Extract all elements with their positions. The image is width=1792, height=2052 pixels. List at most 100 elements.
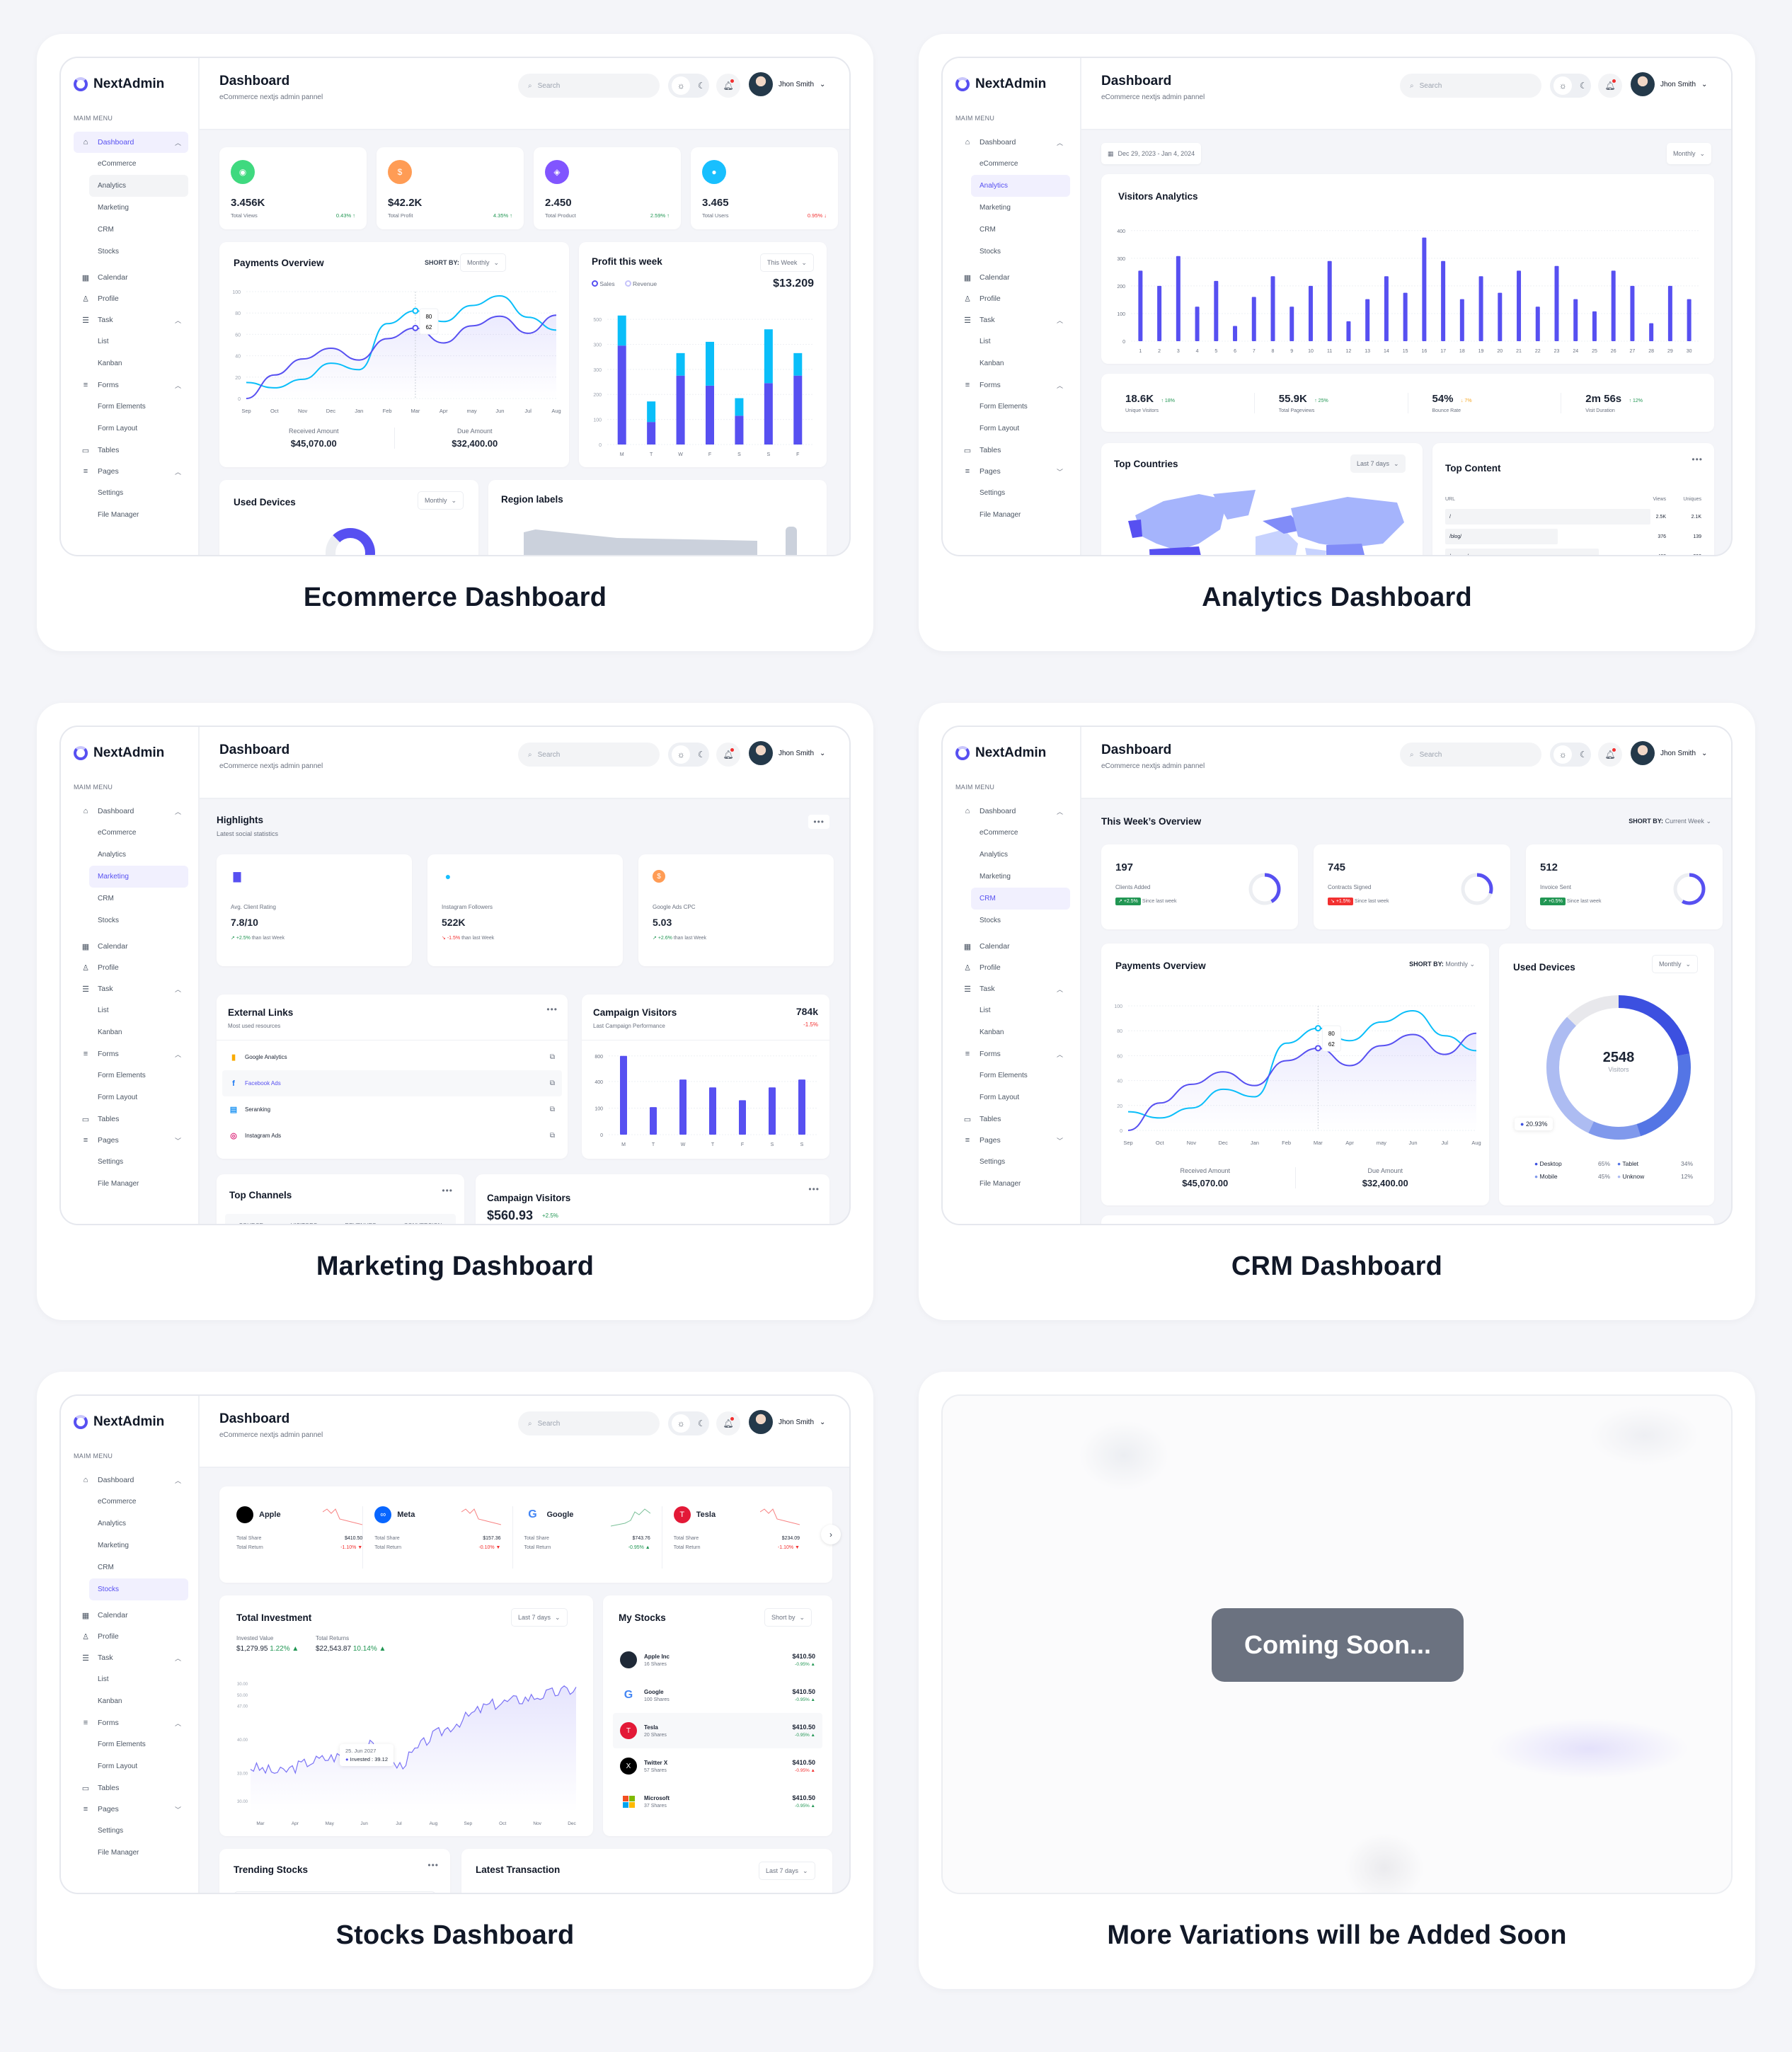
stock-row[interactable]: G Google 100 Shares $410.50 -0.95% ▲ [613, 1678, 822, 1713]
nav-analytics[interactable]: Analytics [980, 851, 1009, 859]
user-menu[interactable]: Jhon Smith ⌄ [1631, 72, 1707, 96]
sort-select[interactable]: SHORT BY: Monthly ⌄ [1409, 961, 1475, 968]
nav-stocks[interactable]: Stocks [98, 248, 120, 256]
search-input[interactable]: ⌕ Search [518, 743, 660, 767]
stock-ticker[interactable]: ∞ Meta Total Share $157.36 Total Return -0.… [363, 1506, 513, 1569]
nav-task[interactable]: ☰ Task ︿ [74, 1647, 188, 1668]
next-arrow-button[interactable]: › [821, 1525, 841, 1544]
content-row[interactable]: /reserve/success 468 290 [1445, 549, 1701, 555]
nav-crm[interactable]: CRM [98, 895, 114, 902]
nav-forms[interactable]: ≡ Forms ︿ [74, 1712, 188, 1733]
nav-kanban[interactable]: Kanban [980, 360, 1004, 367]
external-link-row[interactable]: f Facebook Ads ⧉ [222, 1070, 562, 1096]
user-menu[interactable]: Jhon Smith ⌄ [749, 741, 825, 765]
nav-kanban[interactable]: Kanban [98, 1028, 122, 1036]
nav-settings[interactable]: Settings [980, 489, 1006, 497]
stock-row[interactable]: Apple Inc 16 Shares $410.50 -0.95% ▲ [613, 1642, 822, 1678]
nav-marketing[interactable]: Marketing [98, 1542, 129, 1549]
nav-profile[interactable]: ♙ Profile [74, 288, 188, 309]
nav-profile[interactable]: ♙ Profile [955, 288, 1070, 309]
nav-pages[interactable]: ≡ Pages ﹀ [74, 1799, 188, 1820]
nav-form-layout[interactable]: Form Layout [98, 425, 138, 432]
nav-list[interactable]: List [980, 338, 991, 345]
nav-stocks[interactable]: Stocks [98, 917, 120, 924]
ecommerce-template-card[interactable]: NextAdmin MAIM MENU ⌂ Dashboard ︿ eCommerc… [37, 34, 873, 651]
notification-button[interactable]: 🔔︎ [716, 74, 740, 98]
nav-calendar[interactable]: ▦ Calendar [81, 1611, 128, 1620]
nav-profile[interactable]: ♙ Profile [955, 957, 1070, 978]
devices-select[interactable]: Monthly ⌄ [1652, 955, 1699, 973]
external-link-icon[interactable]: ⧉ [549, 1106, 555, 1113]
nav-settings[interactable]: Settings [98, 1158, 124, 1166]
nav-list[interactable]: List [98, 338, 109, 345]
nav-stocks[interactable]: Stocks [980, 248, 1001, 256]
nav-kanban[interactable]: Kanban [98, 360, 122, 367]
nav-tables[interactable]: ▭ Tables [963, 446, 1001, 455]
external-link-icon[interactable]: ⧉ [549, 1053, 555, 1061]
external-link-row[interactable]: ▤ Seranking ⧉ [229, 1106, 555, 1114]
nav-stocks[interactable]: Stocks [980, 917, 1001, 924]
nav-form-layout[interactable]: Form Layout [98, 1762, 138, 1770]
nav-forms[interactable]: ≡ Forms ︿ [74, 1043, 188, 1065]
my-stocks-sort[interactable]: Short by ⌄ [764, 1608, 812, 1627]
notification-button[interactable]: 🔔︎ [1598, 743, 1622, 767]
nav-form-elements[interactable]: Form Elements [98, 403, 146, 411]
nav-calendar[interactable]: ▦ Calendar [81, 942, 128, 951]
nav-pages[interactable]: ≡ Pages ﹀ [955, 1130, 1070, 1151]
nav-calendar[interactable]: ▦ Calendar [81, 273, 128, 282]
theme-toggle[interactable]: ☼ ☾ [668, 74, 709, 98]
stock-ticker[interactable]: T Tesla Total Share $234.09 Total Return -1… [662, 1506, 811, 1569]
nav-marketing[interactable]: Marketing [89, 866, 188, 888]
nav-analytics[interactable]: Analytics [971, 175, 1070, 197]
nav-profile[interactable]: ♙ Profile [74, 1626, 188, 1647]
content-row[interactable]: /blog/376 139 [1445, 529, 1701, 544]
nav-crm[interactable]: CRM [98, 226, 114, 234]
nav-ecommerce[interactable]: eCommerce [98, 160, 137, 168]
stock-ticker[interactable]: G Google Total Share $743.76 Total Return -… [513, 1506, 662, 1569]
nav-kanban[interactable]: Kanban [980, 1028, 1004, 1036]
theme-toggle[interactable]: ☼ ☾ [1550, 743, 1591, 767]
nav-tables[interactable]: ▭ Tables [81, 1784, 120, 1793]
theme-toggle[interactable]: ☼ ☾ [1550, 74, 1591, 98]
stock-row[interactable]: X Twitter X 57 Shares $410.50 -0.95% ▲ [613, 1748, 822, 1784]
more-options-icon[interactable]: ••• [1693, 1221, 1704, 1224]
external-link-icon[interactable]: ⧉ [549, 1079, 555, 1087]
nav-dashboard[interactable]: ⌂ Dashboard ︿ [74, 1469, 188, 1491]
nav-task[interactable]: ☰ Task ︿ [955, 978, 1070, 999]
crm-preview[interactable]: NextAdmin MAIM MENU ⌂ Dashboard ︿ eCommerc… [941, 726, 1733, 1225]
external-link-icon[interactable]: ⧉ [549, 1132, 555, 1140]
brand-logo[interactable]: NextAdmin [74, 76, 164, 92]
nav-analytics[interactable]: Analytics [98, 851, 127, 859]
notification-button[interactable]: 🔔︎ [716, 743, 740, 767]
search-input[interactable]: ⌕ Search [518, 74, 660, 98]
more-options-icon[interactable]: ••• [1692, 454, 1703, 464]
brand-logo[interactable]: NextAdmin [955, 76, 1046, 92]
nav-tables[interactable]: ▭ Tables [81, 1115, 120, 1124]
nav-pages[interactable]: ≡ Pages ︿ [74, 461, 188, 482]
brand-logo[interactable]: NextAdmin [955, 745, 1046, 761]
nav-dashboard[interactable]: ⌂ Dashboard ︿ [74, 132, 188, 153]
nav-form-elements[interactable]: Form Elements [98, 1072, 146, 1079]
nav-forms[interactable]: ≡ Forms ︿ [955, 374, 1070, 396]
nav-dashboard[interactable]: ⌂ Dashboard ︿ [74, 801, 188, 822]
nav-task[interactable]: ☰ Task ︿ [74, 309, 188, 331]
nav-settings[interactable]: Settings [980, 1158, 1006, 1166]
brand-logo[interactable]: NextAdmin [74, 745, 164, 761]
nav-dashboard[interactable]: ⌂ Dashboard ︿ [955, 801, 1070, 822]
nav-settings[interactable]: Settings [98, 1827, 124, 1835]
nav-calendar[interactable]: ▦ Calendar [963, 273, 1010, 282]
brand-logo[interactable]: NextAdmin [74, 1414, 164, 1430]
nav-forms[interactable]: ≡ Forms ︿ [955, 1043, 1070, 1065]
period-select[interactable]: Monthly ⌄ [1666, 143, 1711, 164]
transactions-select[interactable]: Last 7 days ⌄ [759, 1862, 815, 1880]
user-menu[interactable]: Jhon Smith ⌄ [1631, 741, 1707, 765]
investment-select[interactable]: Last 7 days ⌄ [511, 1608, 568, 1627]
nav-form-elements[interactable]: Form Elements [98, 1741, 146, 1748]
nav-file-manager[interactable]: File Manager [98, 1180, 139, 1188]
stock-row[interactable]: T Tesla 20 Shares $410.50 -0.95% ▲ [613, 1713, 822, 1748]
theme-toggle[interactable]: ☼ ☾ [668, 1411, 709, 1435]
nav-ecommerce[interactable]: eCommerce [98, 829, 137, 837]
nav-tables[interactable]: ▭ Tables [963, 1115, 1001, 1124]
nav-form-elements[interactable]: Form Elements [980, 1072, 1028, 1079]
nav-calendar[interactable]: ▦ Calendar [963, 942, 1010, 951]
